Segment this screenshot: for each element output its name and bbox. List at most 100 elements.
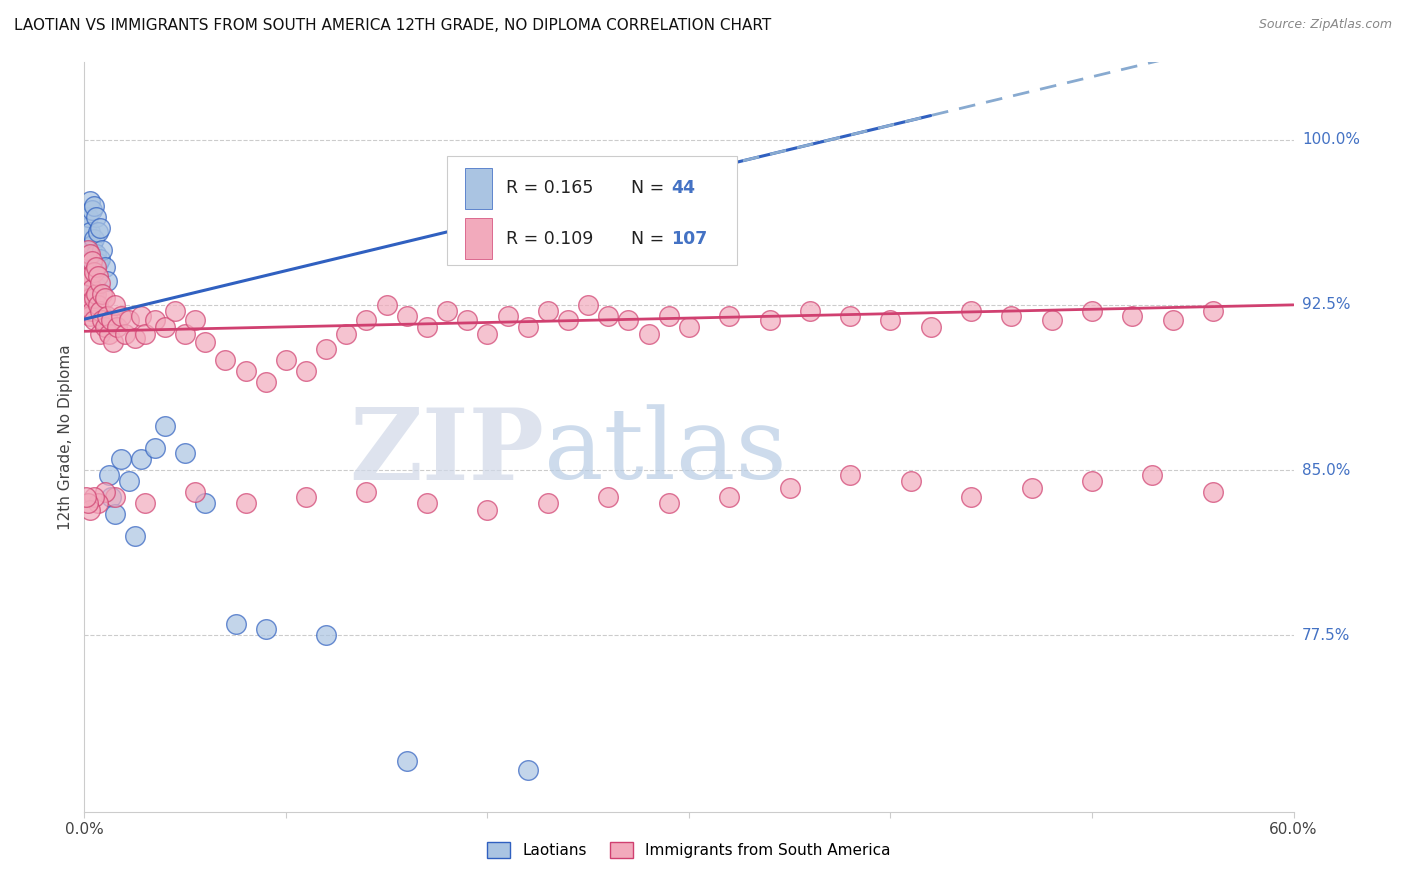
Point	[77, 496, 100, 510]
Text: ZIP: ZIP	[349, 403, 544, 500]
Point	[75, 220, 97, 235]
Point	[79, 503, 101, 517]
Point	[1000, 309, 1022, 323]
Point	[129, 309, 152, 323]
Point	[254, 622, 277, 636]
Point	[598, 490, 620, 504]
Point	[87, 496, 110, 510]
Point	[1161, 313, 1184, 327]
Point	[799, 304, 821, 318]
Point	[456, 313, 478, 327]
Point	[184, 485, 207, 500]
Point	[174, 445, 197, 459]
Point	[758, 313, 780, 327]
Point	[557, 313, 579, 327]
Text: N =: N =	[631, 179, 664, 197]
Point	[97, 326, 120, 341]
Point	[598, 309, 620, 323]
Point	[617, 313, 640, 327]
Point	[86, 210, 108, 224]
Point	[75, 253, 97, 268]
Point	[124, 529, 146, 543]
Bar	[465, 168, 492, 209]
Point	[254, 375, 277, 389]
Point	[89, 220, 111, 235]
Point	[86, 280, 108, 294]
Point	[89, 276, 111, 290]
Point	[96, 274, 118, 288]
Point	[516, 763, 538, 777]
Point	[110, 452, 132, 467]
Point	[395, 754, 418, 768]
Point	[79, 247, 101, 261]
Point	[134, 326, 156, 341]
Point	[658, 309, 681, 323]
Point	[104, 298, 127, 312]
Point	[79, 194, 101, 209]
Point	[900, 474, 922, 488]
Point	[295, 364, 318, 378]
Point	[214, 353, 236, 368]
Point	[79, 309, 101, 323]
Point	[97, 467, 120, 482]
Point	[79, 225, 101, 239]
Point	[839, 309, 862, 323]
Point	[225, 617, 247, 632]
Point	[1081, 304, 1104, 318]
Text: LAOTIAN VS IMMIGRANTS FROM SOUTH AMERICA 12TH GRADE, NO DIPLOMA CORRELATION CHAR: LAOTIAN VS IMMIGRANTS FROM SOUTH AMERICA…	[14, 18, 772, 33]
Point	[118, 474, 141, 488]
Point	[537, 304, 560, 318]
Point	[1121, 309, 1143, 323]
Point	[77, 243, 100, 257]
Point	[395, 309, 418, 323]
Text: 77.5%: 77.5%	[1302, 628, 1350, 643]
Point	[1081, 474, 1104, 488]
Point	[77, 210, 100, 224]
Text: N =: N =	[631, 229, 664, 247]
Point	[416, 319, 439, 334]
Point	[143, 313, 166, 327]
Point	[779, 481, 801, 495]
Point	[235, 496, 257, 510]
Point	[718, 490, 741, 504]
Point	[87, 256, 110, 270]
Point	[114, 326, 136, 341]
Point	[356, 313, 378, 327]
Point	[839, 467, 862, 482]
Point	[576, 298, 599, 312]
Point	[82, 304, 104, 318]
Point	[356, 485, 378, 500]
Point	[194, 335, 217, 350]
Point	[83, 260, 105, 275]
Point	[83, 265, 105, 279]
Point	[83, 199, 105, 213]
Text: R = 0.165: R = 0.165	[506, 179, 593, 197]
Point	[315, 342, 337, 356]
Point	[516, 319, 538, 334]
Point	[75, 291, 97, 305]
Point	[1021, 481, 1043, 495]
Point	[87, 269, 110, 284]
Point	[1202, 304, 1225, 318]
Point	[194, 496, 217, 510]
Text: 92.5%: 92.5%	[1302, 297, 1350, 312]
Point	[295, 490, 318, 504]
Point	[960, 490, 983, 504]
Point	[91, 286, 114, 301]
Point	[83, 232, 105, 246]
Point	[124, 331, 146, 345]
Legend: Laotians, Immigrants from South America: Laotians, Immigrants from South America	[481, 836, 897, 864]
Point	[184, 313, 207, 327]
Point	[77, 243, 100, 257]
Point	[104, 507, 127, 521]
Point	[134, 496, 156, 510]
Point	[75, 286, 97, 301]
Point	[165, 304, 187, 318]
Point	[678, 319, 700, 334]
Point	[110, 309, 132, 323]
Point	[77, 291, 100, 305]
Point	[335, 326, 357, 341]
Text: 44: 44	[671, 179, 695, 197]
Text: 100.0%: 100.0%	[1302, 132, 1360, 147]
Point	[82, 282, 104, 296]
